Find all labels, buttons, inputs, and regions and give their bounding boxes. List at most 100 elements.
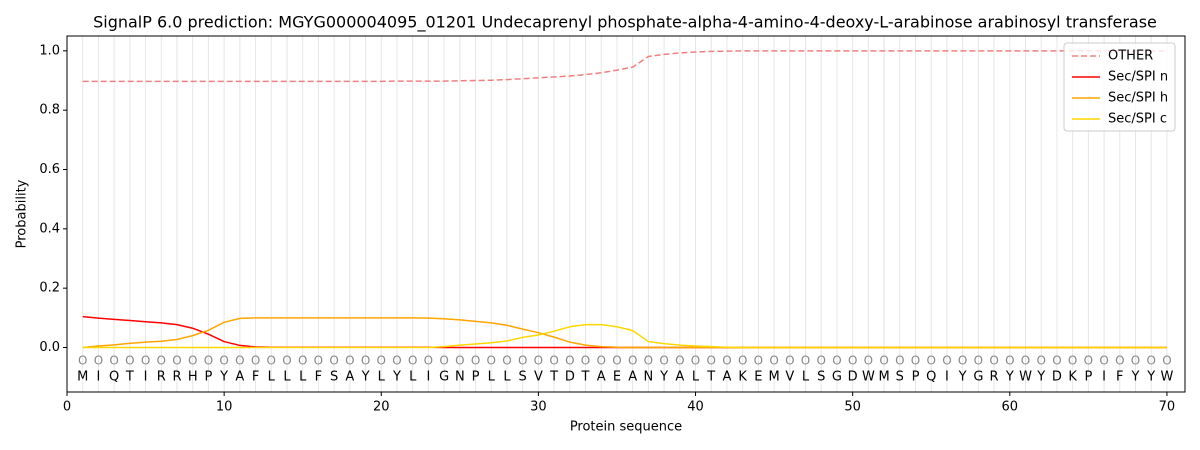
state-label: O xyxy=(691,354,700,368)
state-label: O xyxy=(518,354,527,368)
state-label: O xyxy=(754,354,763,368)
residue-label: G xyxy=(973,370,983,385)
residue-label: I xyxy=(144,370,148,385)
residue-label: F xyxy=(1116,370,1123,385)
residue-label: L xyxy=(268,370,276,385)
state-label: O xyxy=(879,354,888,368)
residue-label: V xyxy=(785,370,794,385)
x-tick-label: 0 xyxy=(63,400,71,415)
state-label: O xyxy=(502,354,511,368)
state-label: O xyxy=(644,354,653,368)
state-label: O xyxy=(1021,354,1030,368)
state-label: O xyxy=(597,354,606,368)
state-label: O xyxy=(345,354,354,368)
x-axis-label: Protein sequence xyxy=(570,420,682,435)
state-label: O xyxy=(1084,354,1093,368)
state-label: O xyxy=(1162,354,1171,368)
state-label: O xyxy=(1146,354,1155,368)
state-label: O xyxy=(314,354,323,368)
state-label: O xyxy=(251,354,260,368)
residue-label: A xyxy=(345,370,354,385)
residue-label: L xyxy=(802,370,810,385)
state-label: O xyxy=(109,354,118,368)
residue-label: Y xyxy=(1131,370,1140,385)
residue-label: L xyxy=(283,370,291,385)
residue-label: D xyxy=(848,370,858,385)
y-tick-label: 0.6 xyxy=(39,162,60,177)
legend-label: Sec/SPI h xyxy=(1108,91,1168,106)
residue-label: R xyxy=(157,370,166,385)
residue-label: T xyxy=(125,370,134,385)
state-label: O xyxy=(1036,354,1045,368)
residue-label: Q xyxy=(926,370,936,385)
state-label: O xyxy=(801,354,810,368)
residue-label: M xyxy=(878,370,889,385)
residue-label: M xyxy=(77,370,88,385)
state-label: O xyxy=(471,354,480,368)
state-label: O xyxy=(785,354,794,368)
state-label: O xyxy=(911,354,920,368)
state-label: O xyxy=(675,354,684,368)
state-label: O xyxy=(408,354,417,368)
state-label: O xyxy=(769,354,778,368)
residue-label: S xyxy=(519,370,527,385)
residue-label: T xyxy=(706,370,715,385)
residue-label: Y xyxy=(219,370,228,385)
residue-label: L xyxy=(409,370,417,385)
state-label: O xyxy=(219,354,228,368)
state-label: O xyxy=(1005,354,1014,368)
state-label: O xyxy=(1068,354,1077,368)
residue-label: I xyxy=(426,370,430,385)
series-line xyxy=(82,323,1167,349)
residue-label: I xyxy=(945,370,949,385)
residue-label: D xyxy=(1052,370,1062,385)
x-tick-label: 10 xyxy=(216,400,233,415)
state-label: O xyxy=(989,354,998,368)
y-tick-label: 0.0 xyxy=(39,340,60,355)
residue-label: L xyxy=(378,370,386,385)
residue-label: P xyxy=(1084,370,1092,385)
residue-label: S xyxy=(817,370,825,385)
residue-label: A xyxy=(723,370,732,385)
x-tick-label: 40 xyxy=(687,400,704,415)
residue-label: L xyxy=(503,370,511,385)
residue-label: S xyxy=(330,370,338,385)
residue-label: L xyxy=(299,370,307,385)
x-tick-label: 70 xyxy=(1159,400,1176,415)
state-label: O xyxy=(361,354,370,368)
residue-label: Y xyxy=(392,370,401,385)
state-label: O xyxy=(78,354,87,368)
residue-label: R xyxy=(990,370,999,385)
x-tick-label: 60 xyxy=(1002,400,1019,415)
residue-label: T xyxy=(549,370,558,385)
residue-label: A xyxy=(597,370,606,385)
y-axis-label: Probability xyxy=(15,179,30,248)
residue-label: W xyxy=(1161,370,1174,385)
residue-label: Y xyxy=(659,370,668,385)
state-label: O xyxy=(172,354,181,368)
state-label: O xyxy=(267,354,276,368)
legend-label: Sec/SPI c xyxy=(1108,112,1167,127)
residue-label: K xyxy=(738,370,747,385)
residue-label: Y xyxy=(1146,370,1155,385)
residue-label: A xyxy=(628,370,637,385)
state-label: O xyxy=(1115,354,1124,368)
state-label: O xyxy=(848,354,857,368)
legend-label: OTHER xyxy=(1108,49,1153,64)
residue-label: W xyxy=(1019,370,1032,385)
residue-label: V xyxy=(534,370,543,385)
residue-label: P xyxy=(472,370,480,385)
legend-label: Sec/SPI n xyxy=(1108,70,1168,85)
state-label: O xyxy=(958,354,967,368)
state-label: O xyxy=(487,354,496,368)
residue-label: E xyxy=(613,370,621,385)
residue-label: Y xyxy=(958,370,967,385)
plot-frame xyxy=(66,35,1186,393)
chart-title: SignalP 6.0 prediction: MGYG000004095_01… xyxy=(93,13,1157,33)
state-label: O xyxy=(392,354,401,368)
state-label: O xyxy=(659,354,668,368)
state-label: O xyxy=(377,354,386,368)
residue-label: Y xyxy=(1005,370,1014,385)
state-label: O xyxy=(329,354,338,368)
